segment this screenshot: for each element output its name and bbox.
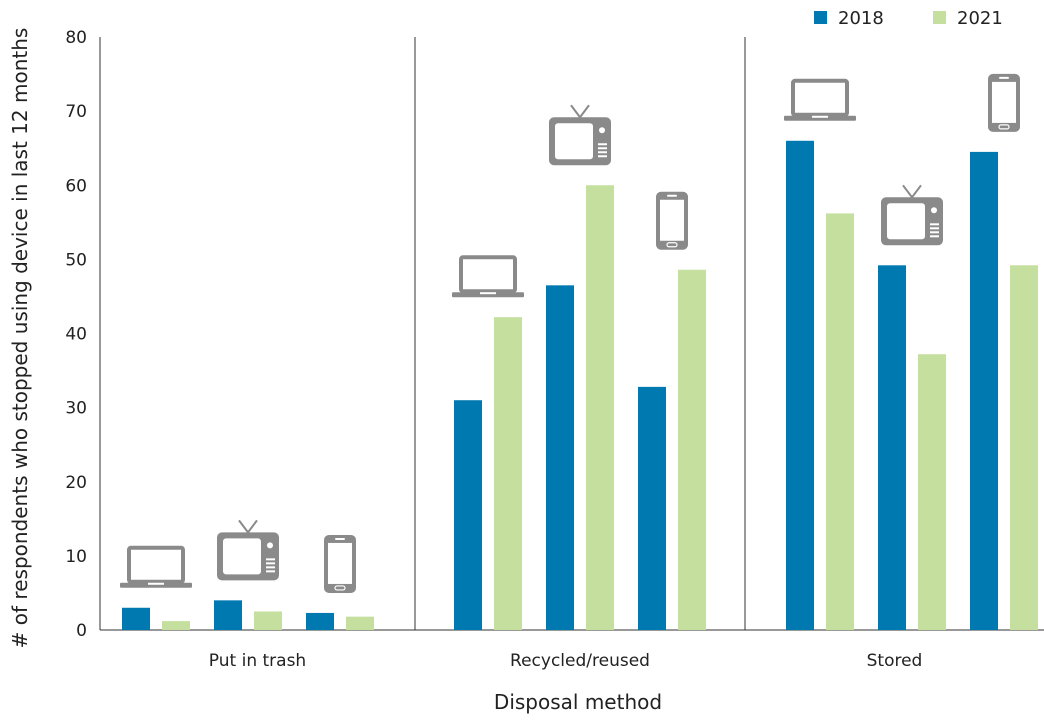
y-tick-label: 50 — [65, 250, 87, 270]
tv-icon — [549, 104, 611, 166]
phone-icon — [988, 73, 1020, 132]
laptop-icon — [120, 545, 192, 588]
bar-2018-phone — [638, 386, 666, 630]
bar-2021-phone — [1010, 265, 1038, 630]
bar-2018-phone — [306, 612, 334, 630]
legend-label-2018: 2018 — [838, 8, 884, 29]
bar-2021-laptop — [162, 621, 190, 630]
bar-2021-tv — [918, 354, 946, 630]
laptop-icon — [452, 255, 524, 298]
bar-2021-laptop — [826, 213, 854, 631]
bar-2018-phone — [970, 151, 998, 631]
y-tick-label: 10 — [65, 547, 87, 567]
y-axis-title: # of respondents who stopped using devic… — [8, 28, 32, 649]
y-tick-label: 70 — [65, 102, 87, 122]
bar-2018-tv — [214, 600, 242, 630]
bar-2018-tv — [878, 265, 906, 630]
phone-icon — [324, 534, 356, 593]
category-label: Stored — [867, 651, 923, 671]
bar-2018-laptop — [122, 607, 150, 630]
y-tick-label: 40 — [65, 325, 87, 345]
y-tick-label: 0 — [76, 621, 87, 641]
category-label: Put in trash — [209, 651, 306, 671]
phone-icon — [656, 191, 688, 250]
bar-2021-tv — [586, 185, 614, 630]
axes: 0 10 20 30 40 50 60 70 80 Put in trash Recycled/re… — [65, 28, 1044, 671]
bar-2018-tv — [546, 285, 574, 630]
y-tick-label: 30 — [65, 399, 87, 419]
bar-2021-tv — [254, 611, 282, 630]
bar-2021-phone — [678, 269, 706, 630]
x-axis-title: Disposal method — [494, 690, 662, 714]
tv-icon — [881, 184, 943, 246]
y-tick-label: 60 — [65, 176, 87, 196]
legend-swatch-2018 — [814, 11, 827, 24]
bar-2021-laptop — [494, 317, 522, 630]
tv-icon — [217, 519, 279, 581]
bar-2018-laptop — [454, 400, 482, 630]
y-tick-label: 80 — [65, 28, 87, 48]
legend-swatch-2021 — [933, 11, 946, 24]
category-label: Recycled/reused — [510, 651, 650, 671]
bars — [122, 140, 1038, 631]
legend-label-2021: 2021 — [957, 8, 1003, 29]
bar-2021-phone — [346, 616, 374, 630]
y-tick-label: 20 — [65, 473, 87, 493]
bar-2018-laptop — [786, 140, 814, 630]
laptop-icon — [784, 78, 856, 121]
legend: 2018 2021 — [814, 8, 1003, 29]
device-icons — [120, 73, 1020, 593]
